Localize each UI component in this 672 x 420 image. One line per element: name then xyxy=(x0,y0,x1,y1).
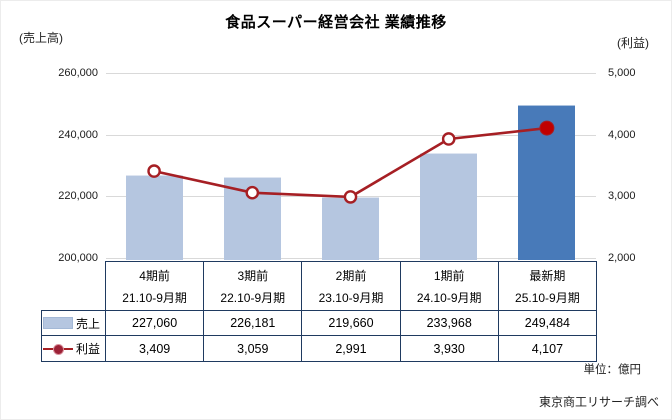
period-rank-label: 2期前 xyxy=(335,268,367,283)
profit-line xyxy=(153,126,548,199)
sales-value-cell: 227,060 xyxy=(105,310,205,336)
right-axis-tick-label: 3,000 xyxy=(608,190,636,203)
sales-legend-label: 売上 xyxy=(75,316,100,331)
period-range-label: 21.10-9月期 xyxy=(122,290,187,305)
table-header-cell: 3期前 22.10-9月期 xyxy=(203,261,303,311)
table-header-cell: 1期前 24.10-9月期 xyxy=(399,261,499,311)
left-axis-tick-label: 240,000 xyxy=(58,128,98,141)
profit-legend-marker-icon xyxy=(42,343,73,355)
sales-legend-swatch-icon xyxy=(42,317,73,329)
legend-profit-cell: 利益 xyxy=(41,335,106,362)
period-rank-label: 4期前 xyxy=(139,268,170,283)
table-header-cell: 4期前 21.10-9月期 xyxy=(105,261,205,311)
profit-value-cell: 2,991 xyxy=(301,335,401,362)
table-header-cell: 最新期 25.10-9月期 xyxy=(497,261,597,311)
sales-value-cell: 226,181 xyxy=(203,310,303,336)
right-axis-unit-label: (利益) xyxy=(617,36,649,50)
chart-title: 食品スーパー経営会社 業績推移 xyxy=(225,14,447,31)
sales-value-cell: 219,660 xyxy=(301,310,401,336)
legend-sales-cell: 売上 xyxy=(41,310,106,336)
period-rank-label: 1期前 xyxy=(433,268,465,283)
sales-bar xyxy=(125,174,183,261)
right-axis-tick-label: 5,000 xyxy=(608,67,636,79)
left-axis-tick-label: 220,000 xyxy=(58,190,98,203)
period-range-label: 24.10-9月期 xyxy=(416,290,482,305)
table-header-cell: 2期前 23.10-9月期 xyxy=(301,261,401,311)
sales-bar xyxy=(223,177,281,261)
sales-bar-latest xyxy=(518,105,576,261)
period-rank-label: 3期前 xyxy=(237,268,269,283)
unit-note: 単位：億円 xyxy=(583,364,642,376)
left-axis-tick-label: 260,000 xyxy=(58,67,98,79)
sales-value-cell: 233,968 xyxy=(399,310,499,336)
left-axis-tick-label: 200,000 xyxy=(58,252,98,264)
right-axis-tick-label: 2,000 xyxy=(608,252,636,264)
profit-value-cell: 4,107 xyxy=(497,335,597,362)
period-range-label: 23.10-9月期 xyxy=(318,290,384,305)
period-range-label: 25.10-9月期 xyxy=(515,290,580,305)
left-axis-unit-label: (売上高) xyxy=(19,31,63,45)
source-note: 東京商工リサーチ調べ xyxy=(538,395,659,409)
profit-value-cell: 3,059 xyxy=(203,335,303,362)
sales-bar xyxy=(322,197,379,261)
profit-value-cell: 3,930 xyxy=(399,335,499,362)
profit-legend-label: 利益 xyxy=(75,342,100,356)
period-rank-label: 最新期 xyxy=(529,268,566,283)
sales-bar xyxy=(420,153,478,261)
right-axis-tick-label: 4,000 xyxy=(608,128,636,141)
gridline xyxy=(106,73,596,74)
profit-value-cell: 3,409 xyxy=(105,335,205,362)
sales-value-cell: 249,484 xyxy=(497,310,597,336)
period-range-label: 22.10-9月期 xyxy=(220,290,286,305)
